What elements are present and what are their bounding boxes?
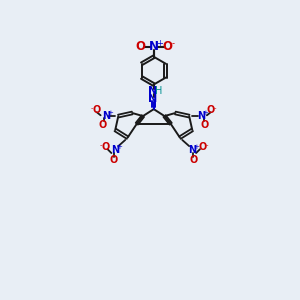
Text: O: O bbox=[101, 142, 110, 152]
Text: -: - bbox=[206, 142, 208, 148]
Text: O: O bbox=[207, 105, 215, 115]
Text: -: - bbox=[99, 142, 102, 148]
Text: O: O bbox=[200, 119, 209, 130]
Text: O: O bbox=[93, 105, 101, 115]
Text: O: O bbox=[198, 142, 206, 152]
Text: O: O bbox=[99, 119, 107, 130]
Text: +: + bbox=[193, 144, 199, 150]
Text: -: - bbox=[91, 105, 93, 111]
Text: O: O bbox=[135, 40, 145, 53]
Text: N: N bbox=[197, 111, 206, 121]
Text: +: + bbox=[202, 110, 208, 116]
Text: O: O bbox=[163, 40, 172, 53]
Text: +: + bbox=[156, 39, 163, 48]
Text: N: N bbox=[188, 145, 196, 155]
Text: N: N bbox=[148, 86, 157, 96]
Text: O: O bbox=[190, 155, 198, 165]
Text: -: - bbox=[214, 105, 217, 111]
Text: N: N bbox=[148, 94, 157, 104]
Text: N: N bbox=[149, 40, 159, 53]
Text: N: N bbox=[102, 111, 110, 121]
Text: +: + bbox=[116, 144, 122, 150]
Text: +: + bbox=[107, 110, 113, 116]
Text: N: N bbox=[111, 145, 119, 155]
Text: -: - bbox=[172, 39, 175, 48]
Text: H: H bbox=[155, 86, 163, 96]
Text: O: O bbox=[110, 155, 118, 165]
